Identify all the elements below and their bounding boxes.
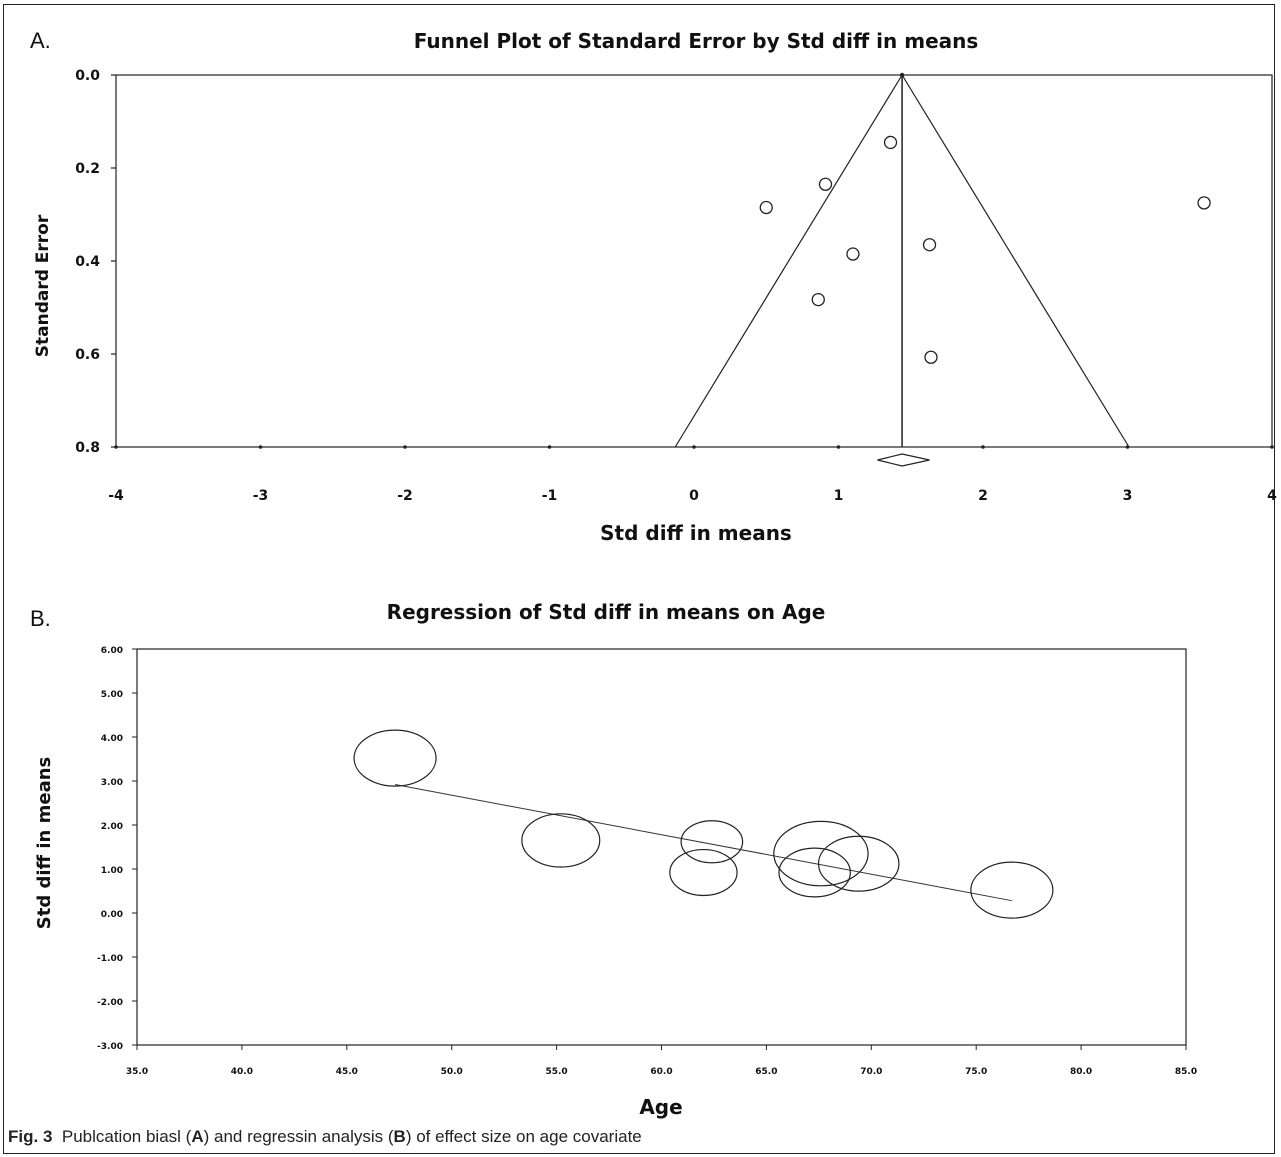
x-tick-label: 70.0	[860, 1067, 882, 1077]
study-point	[811, 292, 825, 307]
x-tick-mark	[981, 445, 985, 449]
x-tick-label: -2	[397, 488, 413, 504]
caption-bold-1: A	[191, 1127, 204, 1146]
caption-text-2: ) and regressin analysis (	[203, 1127, 394, 1146]
y-tick-label: -3.00	[97, 1042, 123, 1052]
x-tick-label: 4	[1267, 488, 1277, 504]
x-tick-label: 60.0	[650, 1067, 672, 1077]
funnel-left-line	[674, 74, 903, 448]
study-point	[924, 350, 938, 364]
x-tick-label: 3	[1123, 488, 1133, 504]
regression-plot: -3.00 -2.00 -1.00 0.00 1.00 2.00 3.00 4.00 5.00 6…	[34, 646, 1197, 1119]
y-tick-label: 0.8	[75, 440, 100, 456]
x-tick-label: -4	[108, 488, 124, 504]
study-bubble	[353, 729, 437, 787]
y-tick-label: 6.00	[101, 646, 123, 656]
y-tick-label: -2.00	[97, 998, 123, 1008]
x-tick-label: 45.0	[336, 1067, 358, 1077]
study-bubble	[773, 820, 869, 887]
study-point	[846, 247, 860, 261]
x-tick-mark	[258, 445, 263, 449]
caption-bold-2: B	[393, 1127, 406, 1146]
y-tick-label: 3.00	[101, 778, 123, 788]
x-axis-title: Age	[639, 1095, 682, 1119]
summary-diamond	[877, 453, 930, 467]
study-bubble	[817, 835, 900, 892]
study-bubble	[680, 820, 744, 864]
x-axis-title: Std diff in means	[600, 521, 792, 545]
x-tick-mark	[1270, 445, 1274, 449]
y-tick-label: 0.00	[101, 910, 123, 920]
y-tick-label: 0.4	[75, 254, 100, 270]
x-tick-label: 50.0	[441, 1067, 463, 1077]
x-tick-label: 1	[834, 488, 844, 504]
study-bubble	[778, 847, 851, 898]
caption-text-1: Publcation biasl (	[61, 1127, 192, 1146]
x-tick-label: 35.0	[126, 1067, 148, 1077]
chart-a-title: Funnel Plot of Standard Error by Std dif…	[413, 29, 979, 53]
x-tick-mark	[114, 445, 118, 449]
x-tick-label: 75.0	[965, 1067, 987, 1077]
y-tick-label: 5.00	[101, 690, 123, 700]
x-tick-mark	[547, 445, 552, 449]
chart-b-title: Regression of Std diff in means on Age	[386, 600, 826, 624]
y-axis-title: Standard Error	[33, 214, 53, 357]
caption-text-3: ) of effect size on age covariate	[405, 1127, 642, 1146]
y-axis-title: Std diff in means	[34, 757, 55, 930]
study-point	[818, 177, 833, 191]
x-tick-mark	[403, 445, 407, 449]
figure-frame	[3, 4, 1275, 1154]
study-bubble	[521, 813, 601, 868]
plot-area-frame	[115, 74, 1273, 448]
plot-area-frame	[136, 648, 1187, 1046]
study-point	[759, 200, 773, 215]
study-bubble	[970, 861, 1054, 919]
x-tick-mark	[692, 445, 696, 449]
study-point	[922, 238, 937, 252]
x-tick-label: 2	[978, 488, 988, 504]
study-point	[883, 135, 898, 150]
regression-line	[394, 784, 1012, 902]
x-tick-label: 80.0	[1070, 1067, 1092, 1077]
x-tick-mark	[836, 445, 841, 449]
x-tick-label: -1	[542, 488, 558, 504]
study-point	[1197, 196, 1211, 210]
y-tick-label: -1.00	[97, 954, 123, 964]
study-bubble	[669, 848, 738, 897]
y-tick-label: 0.6	[75, 347, 100, 363]
funnel-plot: 0.0 0.2 0.4 0.6 0.8 -4 -3 -2 -1 0 1 2 3 4 Std diff in …	[33, 68, 1277, 545]
x-tick-label: 85.0	[1175, 1067, 1197, 1077]
figure-caption: Fig. 3 Publcation biasl (A) and regressi…	[8, 1127, 642, 1147]
panel-a-label: A.	[30, 28, 51, 53]
y-tick-label: 1.00	[101, 866, 123, 876]
y-tick-label: 4.00	[101, 734, 123, 744]
x-tick-label: 0	[689, 488, 699, 504]
y-tick-label: 0.2	[75, 161, 100, 177]
x-tick-label: 65.0	[755, 1067, 777, 1077]
panel-b-label: B.	[30, 606, 51, 631]
funnel-apex-dot	[899, 72, 905, 78]
x-tick-label: 55.0	[545, 1067, 567, 1077]
x-tick-label: -3	[253, 488, 269, 504]
funnel-right-line	[901, 74, 1130, 448]
y-tick-label: 2.00	[101, 822, 123, 832]
x-tick-label: 40.0	[231, 1067, 253, 1077]
y-tick-label: 0.0	[75, 68, 100, 84]
caption-prefix: Fig. 3	[8, 1127, 53, 1146]
